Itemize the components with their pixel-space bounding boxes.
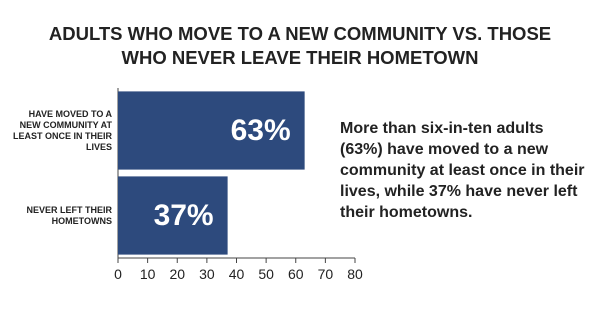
value-label: 37% xyxy=(153,198,214,232)
x-tick-label: 20 xyxy=(169,266,186,282)
category-label: NEVER LEFT THEIR HOMETOWNS xyxy=(26,204,112,226)
x-tick-label: 70 xyxy=(317,266,334,282)
value-label: 63% xyxy=(230,113,291,147)
category-label: HAVE MOVED TO A NEW COMMUNITY AT LEAST O… xyxy=(12,108,112,152)
chart-title: ADULTS WHO MOVE TO A NEW COMMUNITY VS. T… xyxy=(48,23,552,68)
x-tick-label: 60 xyxy=(287,266,304,282)
bar xyxy=(118,91,305,170)
bar xyxy=(118,176,228,255)
x-tick-label: 30 xyxy=(199,266,215,282)
x-tick-label: 10 xyxy=(139,266,156,282)
x-tick-label: 40 xyxy=(228,266,245,282)
x-tick-label: 0 xyxy=(114,266,122,282)
annotation: More than six-in-ten adults (63%) have m… xyxy=(340,120,585,221)
x-tick-label: 80 xyxy=(347,266,363,282)
x-tick-label: 50 xyxy=(258,266,274,282)
